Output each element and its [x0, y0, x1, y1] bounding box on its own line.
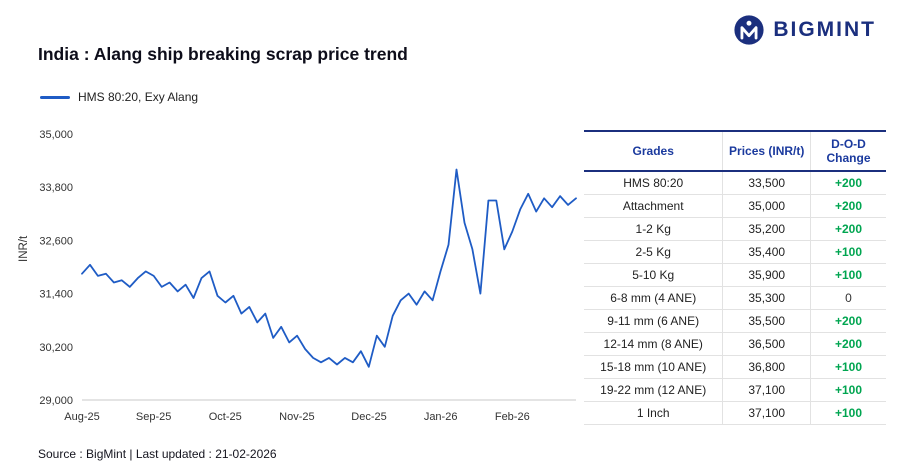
- dod-change-cell: +100: [809, 401, 886, 425]
- legend-line-swatch: [40, 95, 70, 99]
- table-row: 5-10 Kg 35,900 +100: [584, 263, 886, 287]
- page-title: India : Alang ship breaking scrap price …: [38, 44, 408, 64]
- table-row: HMS 80:20 33,500 +200: [584, 171, 886, 195]
- svg-text:29,000: 29,000: [39, 395, 73, 407]
- grade-cell: Attachment: [584, 194, 723, 218]
- svg-text:31,400: 31,400: [39, 289, 73, 301]
- bigmint-logo-icon: [734, 15, 764, 45]
- table-row: 9-11 mm (6 ANE) 35,500 +200: [584, 309, 886, 333]
- table-row: 12-14 mm (8 ANE) 36,500 +200: [584, 332, 886, 356]
- grade-cell: 19-22 mm (12 ANE): [584, 378, 723, 402]
- dod-change-cell: +200: [809, 194, 886, 218]
- price-cell: 36,500: [722, 332, 811, 356]
- table-row: Attachment 35,000 +200: [584, 194, 886, 218]
- header-grades: Grades: [584, 130, 723, 172]
- header-prices: Prices (INR/t): [722, 130, 811, 172]
- dod-change-cell: +100: [809, 263, 886, 287]
- y-axis-tick-labels: 29,000 30,200 31,400 32,600 33,800 35,000: [39, 129, 73, 407]
- grade-cell: 1 Inch: [584, 401, 723, 425]
- table-row: 15-18 mm (10 ANE) 36,800 +100: [584, 355, 886, 379]
- bigmint-logo: BIGMINT: [733, 14, 876, 46]
- price-cell: 35,300: [722, 286, 811, 310]
- header-dod-change: D-O-D Change: [809, 130, 886, 172]
- svg-text:35,000: 35,000: [39, 129, 73, 141]
- table-row: 6-8 mm (4 ANE) 35,300 0: [584, 286, 886, 310]
- svg-text:32,600: 32,600: [39, 235, 73, 247]
- price-cell: 33,500: [722, 171, 811, 195]
- price-cell: 35,400: [722, 240, 811, 264]
- dod-change-cell: +100: [809, 240, 886, 264]
- dod-change-cell: +100: [809, 378, 886, 402]
- svg-text:Aug-25: Aug-25: [64, 411, 99, 423]
- grade-cell: 12-14 mm (8 ANE): [584, 332, 723, 356]
- dod-change-cell: +200: [809, 309, 886, 333]
- grade-cell: 1-2 Kg: [584, 217, 723, 241]
- prices-table-header: Grades Prices (INR/t) D-O-D Change: [584, 130, 886, 172]
- brand-name: BIGMINT: [773, 18, 876, 41]
- chart-legend: HMS 80:20, Exy Alang: [40, 90, 198, 104]
- price-line-series: [81, 168, 577, 368]
- x-axis-tick-labels: Aug-25 Sep-25 Oct-25 Nov-25 Dec-25 Jan-26 Feb-…: [64, 411, 529, 423]
- svg-text:Sep-25: Sep-25: [136, 411, 171, 423]
- grade-cell: 2-5 Kg: [584, 240, 723, 264]
- svg-text:Feb-26: Feb-26: [495, 411, 530, 423]
- svg-text:Oct-25: Oct-25: [209, 411, 242, 423]
- svg-text:30,200: 30,200: [39, 342, 73, 354]
- price-cell: 37,100: [722, 378, 811, 402]
- table-row: 1 Inch 37,100 +100: [584, 401, 886, 425]
- line-chart-canvas: 29,000 30,200 31,400 32,600 33,800 35,000 Aug…: [39, 129, 577, 423]
- dod-change-cell: +200: [809, 332, 886, 356]
- price-cell: 35,200: [722, 217, 811, 241]
- table-row: 2-5 Kg 35,400 +100: [584, 240, 886, 264]
- prices-table-container: Grades Prices (INR/t) D-O-D Change HMS 8…: [584, 130, 886, 425]
- svg-text:Dec-25: Dec-25: [351, 411, 386, 423]
- grade-cell: 5-10 Kg: [584, 263, 723, 287]
- price-cell: 35,900: [722, 263, 811, 287]
- prices-table: Grades Prices (INR/t) D-O-D Change HMS 8…: [584, 130, 886, 425]
- dod-change-cell: 0: [809, 286, 886, 310]
- grade-cell: 15-18 mm (10 ANE): [584, 355, 723, 379]
- price-trend-chart: INR/t 29,000 30,200 31,400 32,600 33,800 35,0…: [18, 122, 592, 440]
- grade-cell: 6-8 mm (4 ANE): [584, 286, 723, 310]
- svg-text:33,800: 33,800: [39, 182, 73, 194]
- y-axis-title: INR/t: [18, 235, 30, 262]
- price-cell: 36,800: [722, 355, 811, 379]
- grade-cell: HMS 80:20: [584, 171, 723, 195]
- prices-table-body: HMS 80:20 33,500 +200 Attachment 35,000 +200 1…: [584, 171, 886, 425]
- dod-change-cell: +200: [809, 171, 886, 195]
- source-note: Source : BigMint | Last updated : 21-02-…: [38, 447, 277, 461]
- grade-cell: 9-11 mm (6 ANE): [584, 309, 723, 333]
- legend-label: HMS 80:20, Exy Alang: [78, 90, 199, 104]
- svg-text:Jan-26: Jan-26: [424, 411, 458, 423]
- price-cell: 37,100: [722, 401, 811, 425]
- price-cell: 35,000: [722, 194, 811, 218]
- price-cell: 35,500: [722, 309, 811, 333]
- table-row: 1-2 Kg 35,200 +200: [584, 217, 886, 241]
- dod-change-cell: +200: [809, 217, 886, 241]
- dod-change-cell: +100: [809, 355, 886, 379]
- table-row: 19-22 mm (12 ANE) 37,100 +100: [584, 378, 886, 402]
- svg-text:Nov-25: Nov-25: [279, 411, 314, 423]
